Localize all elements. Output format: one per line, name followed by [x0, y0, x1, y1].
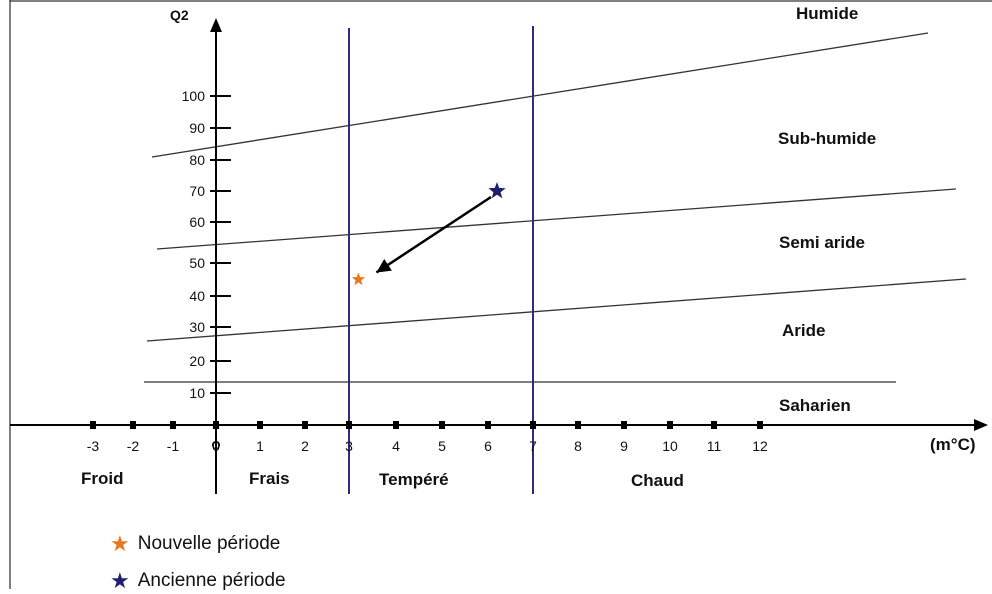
- x-tick-label: -2: [127, 438, 140, 454]
- zone-label-humide: Humide: [796, 4, 858, 23]
- x-tick-label: 0: [212, 438, 220, 454]
- y-ticks: 10 20 30 40 50 60 70 80 90 100: [182, 88, 231, 401]
- x-tick-mark: [621, 421, 627, 429]
- semiaride-aride-boundary: [146, 278, 967, 342]
- legend-label-ancienne: Ancienne période: [137, 570, 286, 591]
- legend-item-nouvelle: ★ Nouvelle période: [110, 533, 280, 555]
- x-tick-label: 1: [256, 438, 264, 454]
- x-tick-label: -1: [167, 438, 180, 454]
- x-tick-mark: [711, 421, 717, 429]
- x-tick-label: 9: [620, 438, 628, 454]
- point-ancienne-periode: [488, 182, 506, 199]
- orange-star-icon: ★: [110, 531, 130, 556]
- x-tick-label: 4: [392, 438, 400, 454]
- x-tick-mark: [757, 421, 763, 429]
- zone-label-saharien: Saharien: [779, 396, 851, 415]
- zone-label-semi-aride: Semi aride: [779, 233, 865, 252]
- thermal-label-tempere: Tempéré: [379, 470, 449, 489]
- y-tick-label: 80: [189, 152, 205, 168]
- humide-subhumide-boundary: [151, 32, 929, 158]
- zone-boundaries: [144, 32, 967, 383]
- navy-star-icon: ★: [110, 568, 130, 593]
- x-tick-label: 3: [345, 438, 353, 454]
- thermal-label-frais: Frais: [249, 469, 290, 488]
- x-tick-label: 5: [438, 438, 446, 454]
- x-tick-label: 7: [529, 438, 537, 454]
- x-tick-mark: [575, 421, 581, 429]
- y-tick-label: 10: [189, 385, 205, 401]
- legend-label-nouvelle: Nouvelle période: [137, 533, 281, 554]
- x-tick-mark: [393, 421, 399, 429]
- x-tick-mark: [213, 421, 219, 429]
- y-tick-label: 60: [189, 214, 205, 230]
- x-tick-label: 8: [574, 438, 582, 454]
- y-axis-arrowhead: [210, 18, 222, 32]
- origin-marker: [212, 441, 220, 449]
- x-axis-label: (m°C): [930, 435, 976, 454]
- thermal-label-chaud: Chaud: [631, 471, 684, 490]
- x-tick-mark: [130, 421, 136, 429]
- y-tick-label: 30: [189, 319, 205, 335]
- x-tick-label: -3: [87, 438, 100, 454]
- x-axis-arrowhead: [974, 419, 988, 431]
- x-tick-mark: [90, 421, 96, 429]
- x-tick-mark: [346, 421, 352, 429]
- x-tick-mark: [667, 421, 673, 429]
- x-tick-label: 10: [662, 438, 678, 454]
- shift-arrow: [375, 195, 492, 274]
- x-tick-label: 12: [752, 438, 768, 454]
- data-points: [351, 182, 506, 286]
- axes: [10, 18, 988, 494]
- x-tick-mark: [439, 421, 445, 429]
- x-ticks: -3 -2 -1 0 1 2 3 4 5 6 7 8 9 10 11 12: [87, 421, 768, 454]
- point-nouvelle-periode: [351, 272, 366, 286]
- y-tick-label: 90: [189, 120, 205, 136]
- x-tick-mark: [530, 421, 536, 429]
- thermal-boundaries: [348, 26, 534, 494]
- zone-label-sub-humide: Sub-humide: [778, 129, 876, 148]
- zone-label-aride: Aride: [782, 321, 825, 340]
- legend-item-ancienne: ★ Ancienne période: [110, 570, 286, 592]
- y-tick-label: 70: [189, 183, 205, 199]
- x-tick-label: 6: [484, 438, 492, 454]
- y-tick-label: 50: [189, 255, 205, 271]
- y-tick-label: 40: [189, 288, 205, 304]
- x-tick-mark: [257, 421, 263, 429]
- x-tick-label: 11: [707, 438, 722, 454]
- subhumide-semiaride-boundary: [156, 188, 957, 250]
- x-tick-mark: [170, 421, 176, 429]
- y-axis-label: Q2: [170, 7, 189, 23]
- y-tick-label: 100: [182, 88, 206, 104]
- shift-arrowhead: [376, 258, 392, 273]
- x-tick-label: 2: [301, 438, 309, 454]
- x-tick-mark: [485, 421, 491, 429]
- x-tick-mark: [302, 421, 308, 429]
- thermal-label-froid: Froid: [81, 469, 124, 488]
- y-tick-label: 20: [189, 353, 205, 369]
